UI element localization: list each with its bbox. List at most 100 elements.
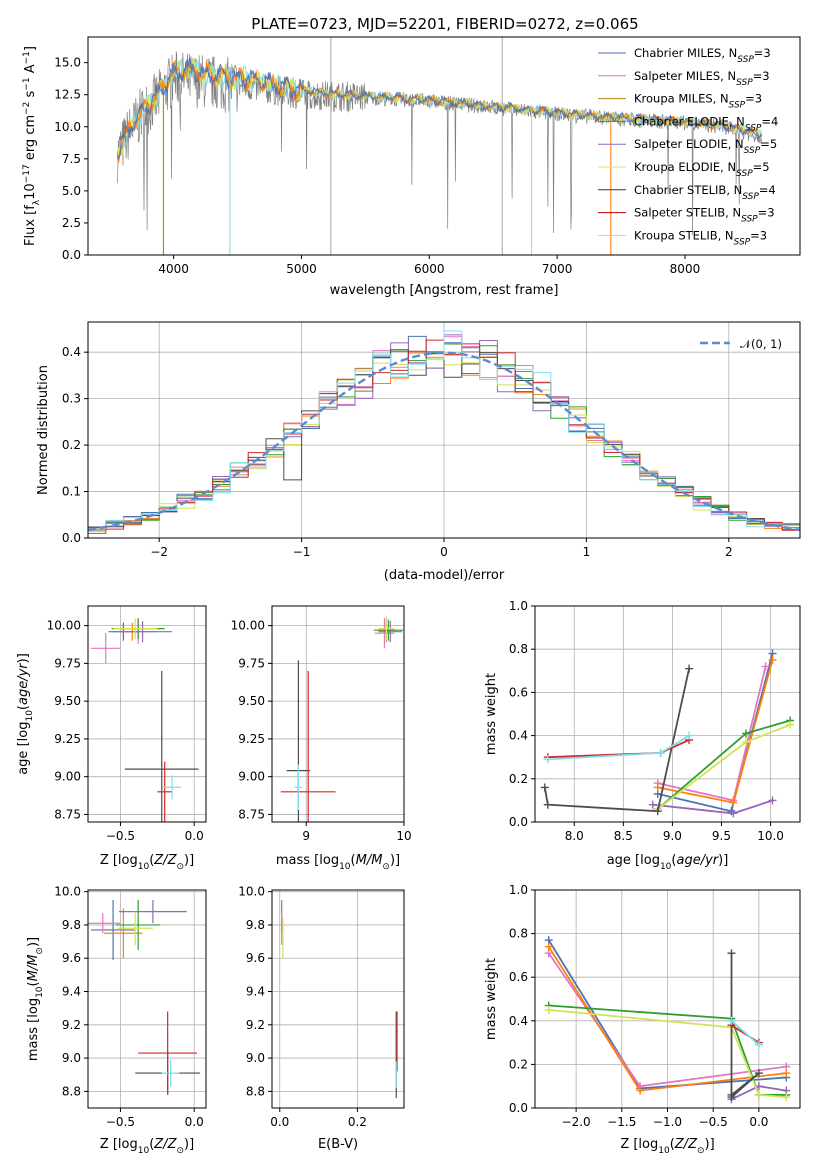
legend-label: Chabrier MILES, NSSP=3	[634, 46, 771, 65]
y-axis-label: Flux [fλ10−17 erg cm−2 s−1 A−1]	[22, 46, 42, 246]
weight-marker	[786, 720, 795, 729]
axes-residuals: −2 −1 0 1 2 0.0 0.1 0.2 0.3 0.4 (data-model)/error…	[36, 321, 801, 583]
x-axis-label: wavelength [Angstrom, rest frame]	[330, 283, 559, 298]
errorbar-point	[373, 619, 404, 641]
x-tick-label: 10.0	[757, 829, 784, 843]
grid-age-vs-Z	[88, 606, 206, 822]
y-tick-label: 1.0	[509, 599, 528, 613]
y-tick-label: 8.8	[246, 1084, 265, 1098]
y-tick-label: 0.2	[509, 1057, 528, 1071]
y-tick-label: 9.50	[54, 694, 81, 708]
errorbar-point	[118, 899, 187, 924]
legend-label: 𝒩(0, 1)	[740, 337, 782, 351]
errorbar-point	[161, 1059, 180, 1087]
model-spectrum-line	[116, 58, 763, 160]
y-tick-label: 9.4	[62, 985, 81, 999]
weight-series-line	[543, 668, 690, 813]
errorbar-point	[374, 618, 395, 649]
axes-frame	[87, 36, 801, 256]
weight-marker	[685, 664, 694, 673]
y-tick-label: 2.5	[62, 216, 81, 230]
errorbar-point	[117, 911, 153, 945]
axes-frame	[87, 605, 207, 823]
axes-frame	[271, 889, 405, 1109]
weight-series-line	[730, 1020, 760, 1046]
y-axis-label: mass [log10(M/M⊙)]	[26, 937, 45, 1061]
axes-frame	[534, 605, 801, 823]
x-tick-label: −0.5	[106, 829, 135, 843]
axes-frame	[534, 889, 801, 1109]
weight-marker	[768, 796, 777, 805]
weight-series-line	[548, 1004, 787, 1096]
weight-marker	[727, 949, 736, 958]
grid-massweight-vs-Z	[535, 889, 800, 1109]
grid-massweight-vs-age	[535, 605, 800, 823]
weight-marker	[761, 662, 770, 671]
y-tick-label: 9.25	[54, 732, 81, 746]
y-tick-label: 0.1	[62, 485, 81, 499]
weight-marker	[636, 1086, 645, 1095]
x-tick-label: 7000	[542, 262, 573, 276]
plot-area-massweight-vs-Z	[544, 936, 791, 1104]
weight-marker	[742, 729, 751, 738]
y-tick-label: 0.4	[509, 729, 528, 743]
weight-marker	[656, 748, 665, 757]
y-tick-label: 0.2	[62, 438, 81, 452]
axes-frame	[87, 889, 207, 1109]
y-tick-label: 10.00	[231, 619, 265, 633]
x-axis-label: E(B-V)	[318, 1137, 358, 1152]
weight-marker	[685, 731, 694, 740]
y-tick-label: 9.00	[238, 770, 265, 784]
x-tick-label: 5000	[286, 262, 317, 276]
y-tick-label: 0.0	[509, 815, 528, 829]
y-tick-label: 9.2	[246, 1018, 265, 1032]
errorbar-point	[90, 633, 121, 664]
x-axis-label: Z [log10(Z/Z⊙)]	[100, 853, 194, 872]
y-tick-label: 8.75	[54, 807, 81, 821]
x-tick-label: 10	[396, 829, 411, 843]
weight-marker	[768, 656, 777, 664]
weight-marker	[543, 800, 552, 809]
weight-marker	[653, 783, 662, 792]
weight-marker	[729, 798, 738, 807]
y-tick-label: 9.0	[246, 1051, 265, 1065]
y-axis-label: mass weight	[484, 673, 499, 755]
figure-title: PLATE=0723, MJD=52201, FIBERID=0272, z=0…	[251, 15, 638, 33]
weight-marker	[742, 738, 751, 747]
x-tick-label: −1.0	[653, 1115, 682, 1129]
plot-area-spectrum	[116, 37, 763, 255]
y-tick-label: 9.25	[238, 732, 265, 746]
x-tick-label: −2	[150, 545, 168, 559]
y-tick-label: 9.50	[238, 694, 265, 708]
y-tick-label: 1.0	[509, 883, 528, 897]
y-tick-label: 0.8	[509, 642, 528, 656]
plot-area-massweight-vs-age	[540, 649, 795, 818]
axes-mass-vs-Z: −0.5 0.0 8.8 9.0 9.2 9.4 9.6 9.8 10.0 Z [log10(Z/…	[26, 885, 207, 1156]
y-tick-label: 9.75	[54, 656, 81, 670]
x-tick-label: 4000	[158, 262, 189, 276]
errorbar-point	[104, 908, 143, 959]
legend-label: Chabrier STELIB, NSSP=4	[634, 183, 776, 202]
x-tick-label: 1	[583, 545, 591, 559]
axes-age-vs-mass: 9 10 8.75 9.00 9.25 9.50 9.75 10.00 mass [log10(…	[231, 605, 412, 872]
x-tick-label: 0.0	[185, 829, 204, 843]
errorbar-point	[163, 775, 181, 800]
y-tick-label: 0.4	[509, 1014, 528, 1028]
y-tick-label: 8.75	[238, 807, 265, 821]
y-tick-label: 9.00	[54, 770, 81, 784]
legend-label: Salpeter ELODIE, NSSP=5	[634, 137, 777, 156]
axes-frame	[87, 321, 801, 539]
legend-label: Salpeter MILES, NSSP=3	[634, 69, 770, 88]
y-tick-label: 10.00	[47, 619, 81, 633]
y-tick-label: 10.0	[54, 885, 81, 899]
x-tick-label: 0.0	[270, 1115, 289, 1129]
axes-frame	[271, 605, 405, 823]
errorbar-point	[113, 618, 158, 640]
weight-marker	[648, 800, 657, 809]
x-axis-label: (data-model)/error	[384, 568, 505, 583]
x-tick-label: −1	[293, 545, 311, 559]
model-spectrum-line	[116, 59, 763, 158]
errorbar-point	[294, 764, 303, 810]
errorbar-point	[124, 670, 199, 822]
x-tick-label: −1.5	[607, 1115, 636, 1129]
